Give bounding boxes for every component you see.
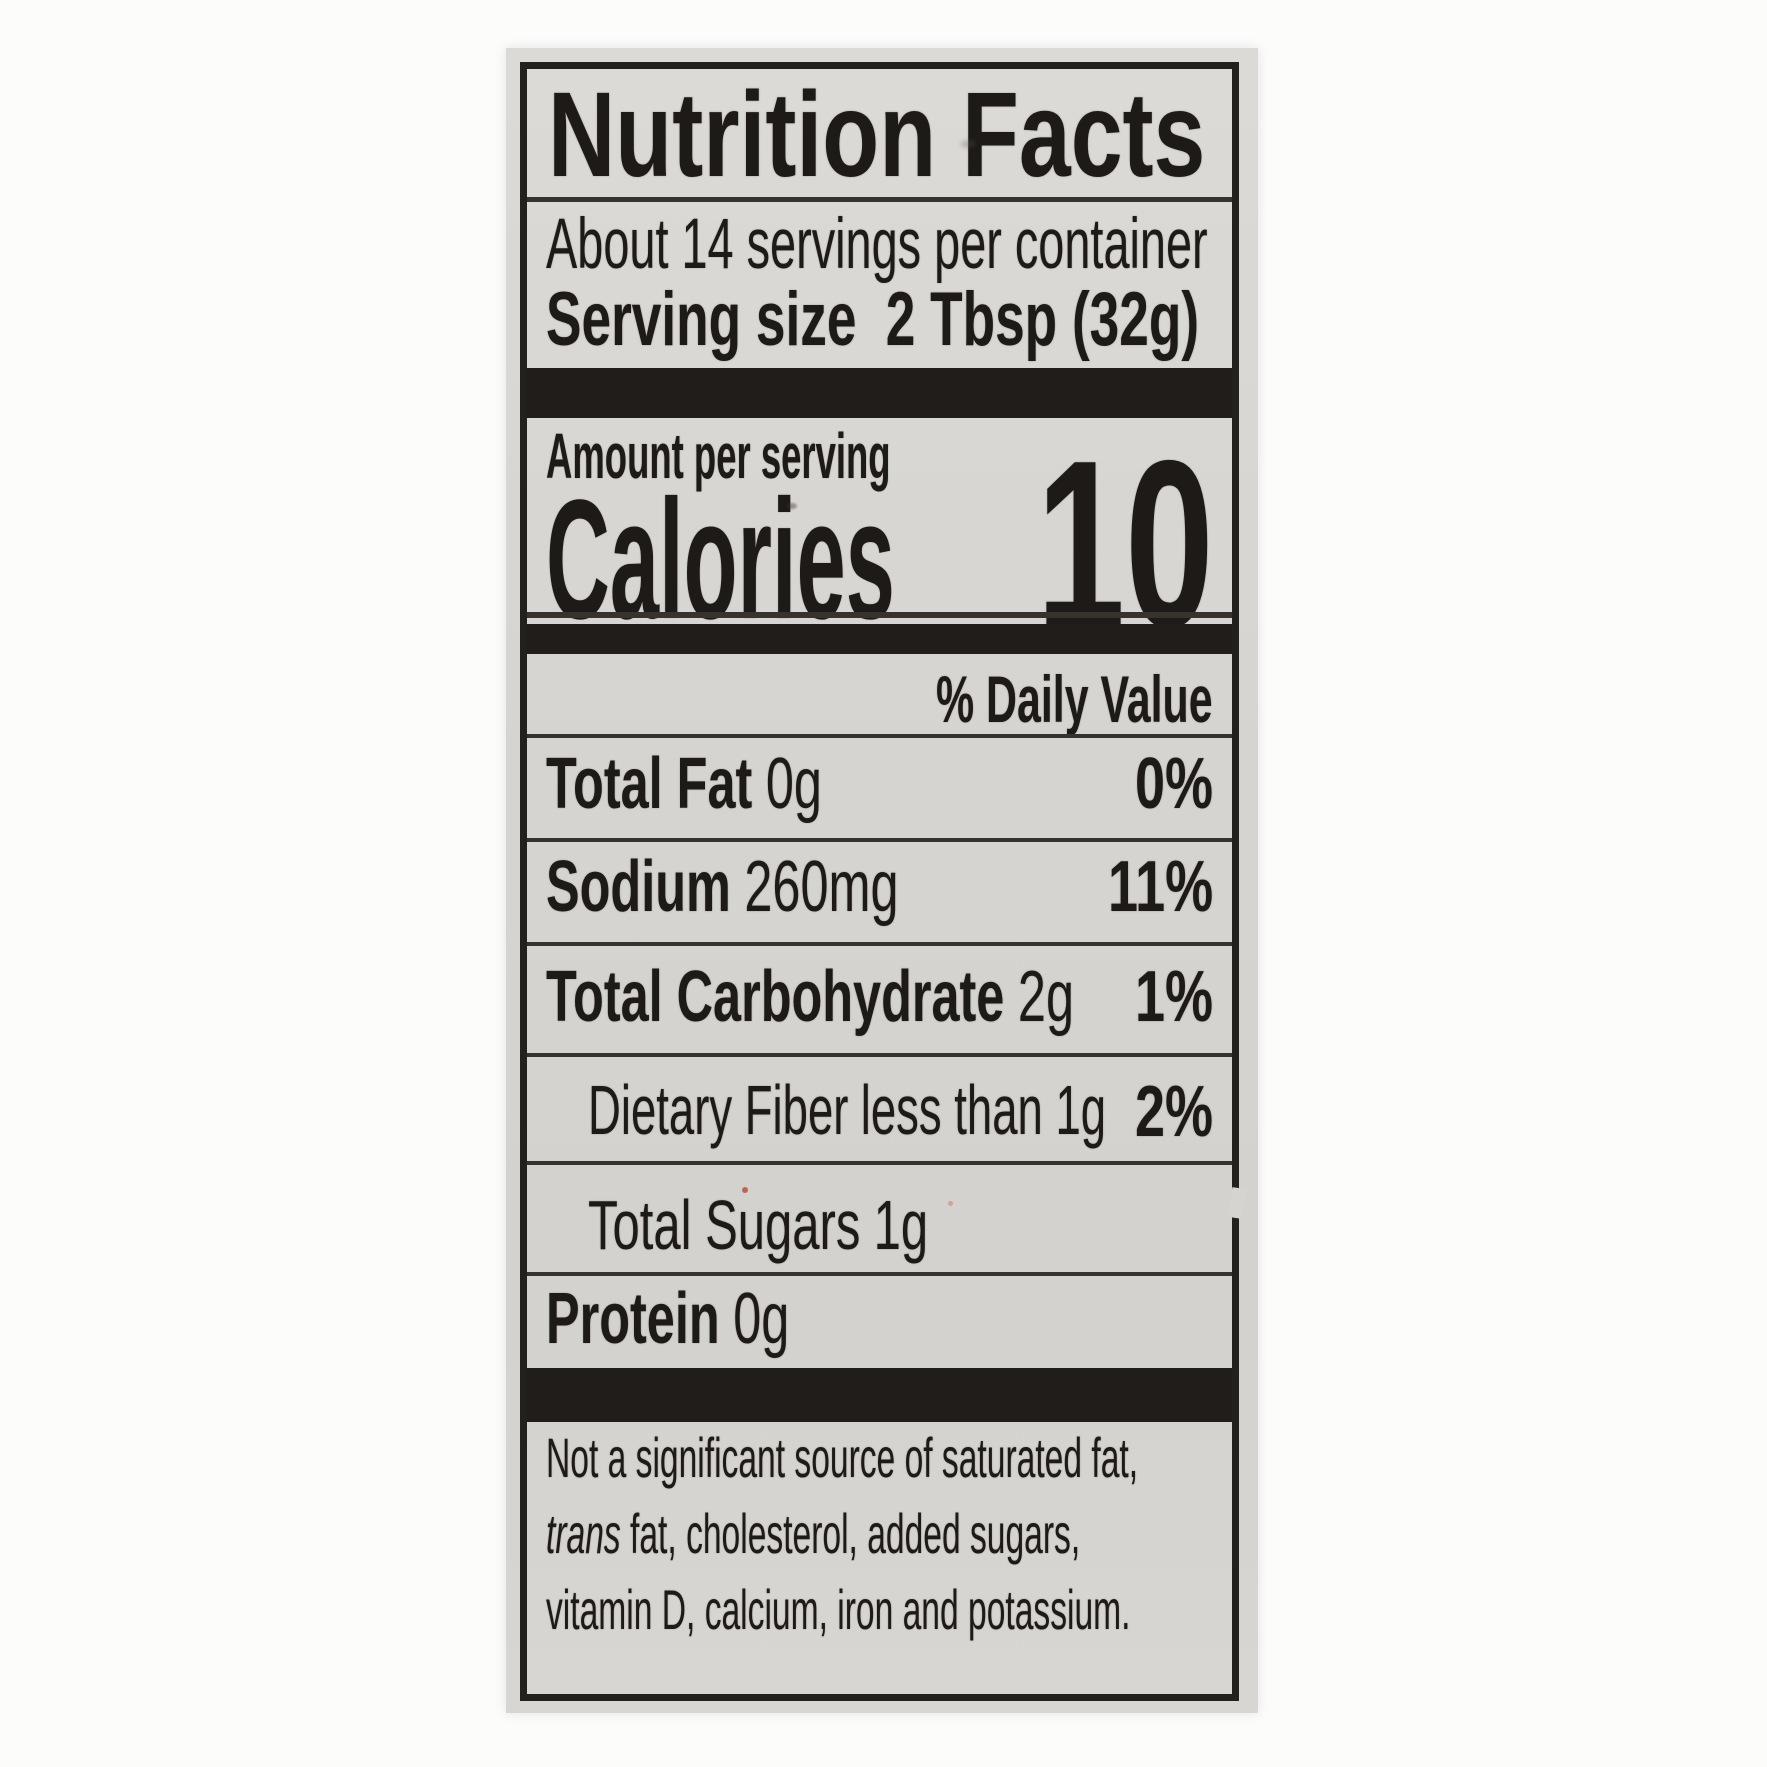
nutrient-row-dietary-fiber: Dietary Fiber less than 1g	[588, 1075, 1385, 1145]
border-crease-artifact	[1227, 1187, 1247, 1219]
nutrient-name: Total Fat	[546, 744, 753, 824]
pink-speck-artifact	[948, 1201, 953, 1206]
daily-value-header: % Daily Value	[936, 662, 1213, 736]
daily-value-total-fat: 0%	[1134, 744, 1213, 824]
nutrient-amount: 260mg	[744, 847, 899, 927]
calories-value: 10	[1036, 412, 1214, 677]
thick-bar-bottom	[527, 1368, 1232, 1422]
footnote: Not a significant source of saturated fa…	[546, 1420, 1533, 1648]
daily-value-total-carbohydrate: 1%	[1134, 957, 1213, 1037]
footnote-line-2: trans fat, cholesterol, added sugars,	[546, 1496, 1138, 1572]
nutrient-row-sodium: Sodium 260mg	[546, 851, 1050, 923]
nutrient-name: Total Carbohydrate	[546, 957, 1005, 1037]
footnote-line-2-rest: fat, cholesterol, added sugars,	[620, 1502, 1081, 1565]
nutrient-amount: 2g	[1017, 957, 1074, 1037]
nutrient-row-total-fat: Total Fat 0g	[546, 748, 940, 820]
nutrient-amount: 0g	[765, 744, 822, 824]
dark-speck-artifact	[787, 503, 797, 509]
divider-under-title	[527, 197, 1232, 202]
divider-row-3	[527, 942, 1232, 946]
daily-value-dietary-fiber: 2%	[1134, 1072, 1213, 1152]
divider-row-1	[527, 734, 1232, 738]
nutrient-name: Sodium	[546, 847, 731, 927]
divider-row-2	[527, 838, 1232, 842]
nutrient-amount: 0g	[733, 1279, 790, 1359]
nutrient-name: Total Sugars	[588, 1186, 861, 1264]
thick-bar-top	[527, 368, 1232, 418]
footnote-line-3: vitamin D, calcium, iron and potassium.	[546, 1578, 1131, 1641]
nutrient-amount: 1g	[873, 1186, 929, 1264]
nutrient-name: Protein	[546, 1279, 720, 1359]
amount-per-serving-label: Amount per serving	[546, 420, 891, 492]
divider-row-6	[527, 1272, 1232, 1276]
nutrient-name: Dietary Fiber	[588, 1071, 849, 1149]
smudge-artifact	[961, 140, 975, 148]
serving-size-label: Serving size	[546, 277, 857, 362]
nutrient-amount: less than 1g	[860, 1071, 1107, 1149]
serving-size-value: 2 Tbsp (32g)	[885, 277, 1200, 362]
nutrient-row-protein: Protein 0g	[546, 1283, 894, 1355]
red-speck-artifact	[742, 1187, 748, 1193]
medium-bar-daily-value	[527, 624, 1232, 654]
footnote-trans-italic: trans	[546, 1502, 621, 1565]
footnote-line-1: Not a significant source of saturated fa…	[546, 1426, 1139, 1489]
divider-under-calories	[527, 612, 1232, 618]
nutrition-facts-label: Nutrition Facts About 14 servings per co…	[506, 48, 1258, 1713]
serving-size-row: Serving size 2 Tbsp (32g)	[546, 282, 1479, 358]
nutrient-row-total-sugars: Total Sugars 1g	[588, 1190, 1074, 1260]
label-title: Nutrition Facts	[548, 66, 1206, 202]
divider-row-5	[527, 1161, 1232, 1165]
divider-row-4	[527, 1053, 1232, 1057]
servings-per-container: About 14 servings per container	[546, 205, 1208, 284]
nutrient-row-total-carbohydrate: Total Carbohydrate 2g	[546, 961, 1300, 1033]
daily-value-sodium: 11%	[1107, 847, 1213, 927]
